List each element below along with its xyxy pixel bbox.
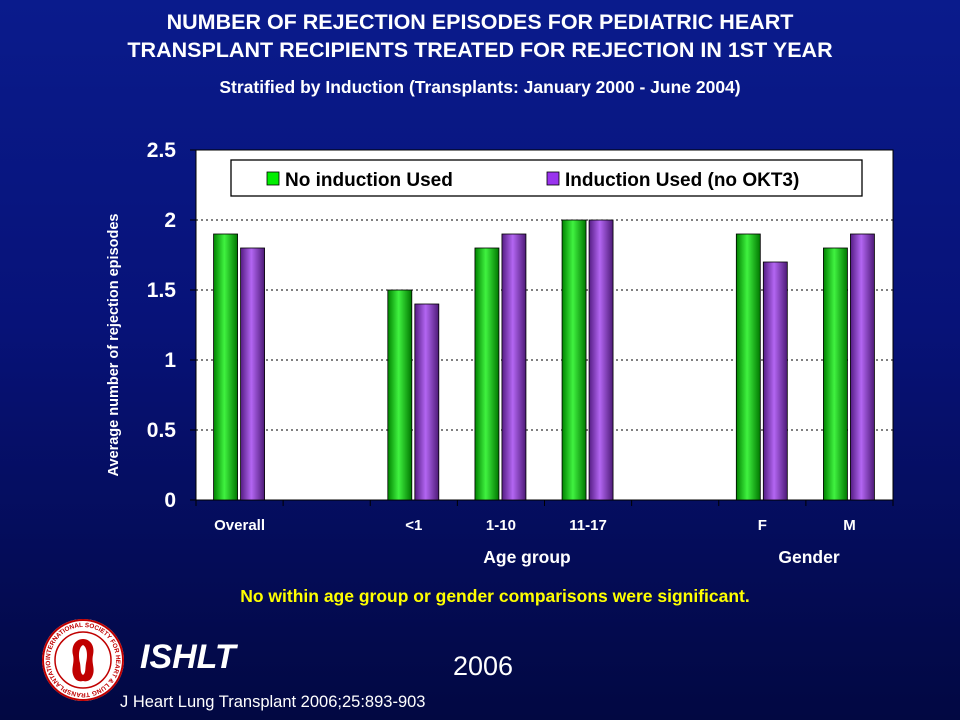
group-label: Age group — [483, 547, 571, 567]
x-tick-label: Overall — [214, 517, 265, 534]
plot-area — [195, 149, 894, 501]
legend-box — [230, 159, 863, 197]
bar-no-induction — [474, 247, 500, 501]
year-label: 2006 — [453, 651, 514, 681]
bar-no-induction — [561, 219, 587, 501]
bar-no-induction — [823, 247, 848, 501]
bar-induction — [762, 261, 788, 501]
x-tick-label: <1 — [405, 517, 422, 534]
y-tick-label: 2 — [164, 209, 176, 232]
legend-swatch — [546, 171, 560, 186]
ishlt-logo-icon: INTERNATIONAL SOCIETY FOR HEART & LUNG T… — [40, 617, 124, 701]
bar-no-induction — [387, 289, 413, 501]
bar-induction — [588, 219, 614, 501]
x-tick-label: 1-10 — [486, 517, 516, 534]
bar-induction — [414, 303, 440, 501]
x-tick-label: F — [758, 517, 767, 534]
group-label: Gender — [778, 547, 839, 567]
significance-note: No within age group or gender comparison… — [240, 586, 750, 606]
x-tick-label: 11-17 — [569, 517, 607, 534]
bar-induction — [850, 233, 875, 501]
y-axis-label: Average number of rejection episodes — [106, 213, 122, 477]
y-tick-label: 0.5 — [147, 419, 177, 442]
y-tick-label: 1 — [164, 349, 176, 372]
bar-no-induction — [735, 233, 761, 501]
y-tick-label: 2.5 — [147, 139, 177, 162]
slide-subtitle: Stratified by Induction (Transplants: Ja… — [219, 77, 741, 97]
slide-title: NUMBER OF REJECTION EPISODES FOR PEDIATR… — [20, 8, 940, 64]
y-tick-label: 1.5 — [147, 279, 177, 302]
legend-label: No induction Used — [285, 170, 453, 191]
legend-swatch — [266, 171, 280, 186]
bar-induction — [240, 247, 265, 501]
title-line-1: NUMBER OF REJECTION EPISODES FOR PEDIATR… — [166, 10, 794, 34]
y-tick-label: 0 — [164, 489, 176, 512]
title-line-2: TRANSPLANT RECIPIENTS TREATED FOR REJECT… — [127, 38, 833, 62]
bar-no-induction — [213, 233, 238, 501]
citation: J Heart Lung Transplant 2006;25:893-903 — [120, 693, 426, 711]
legend-label: Induction Used (no OKT3) — [565, 170, 799, 191]
org-name: ISHLT — [140, 638, 236, 676]
bar-induction — [501, 233, 527, 501]
x-tick-label: M — [843, 517, 856, 534]
